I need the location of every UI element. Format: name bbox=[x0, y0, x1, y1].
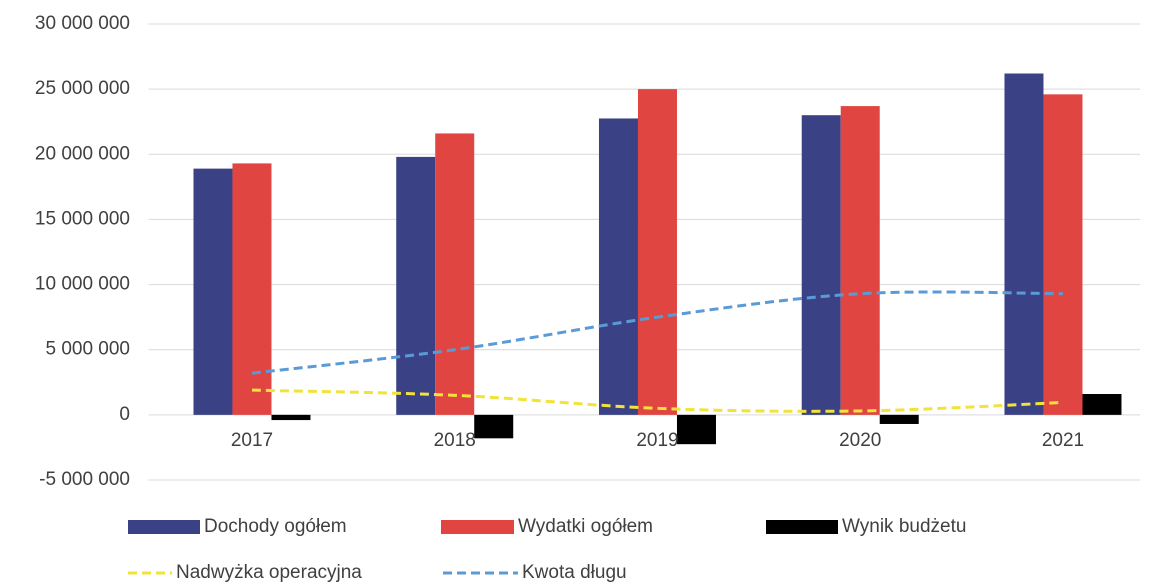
y-tick-label: 10 000 000 bbox=[35, 274, 130, 295]
bar bbox=[271, 414, 311, 421]
legend-swatch bbox=[766, 520, 838, 534]
x-tick-label: 2019 bbox=[636, 430, 678, 451]
line bbox=[251, 388, 1064, 413]
y-tick-label: -5 000 000 bbox=[39, 469, 130, 490]
bar bbox=[840, 106, 880, 415]
bar bbox=[598, 118, 638, 415]
bar bbox=[396, 156, 436, 415]
y-tick-label: 30 000 000 bbox=[35, 13, 130, 34]
bar bbox=[1082, 394, 1122, 415]
y-tick-label: 20 000 000 bbox=[35, 143, 130, 164]
y-tick-label: 0 bbox=[119, 404, 130, 425]
y-tick-label: 25 000 000 bbox=[35, 78, 130, 99]
legend-swatch bbox=[441, 520, 514, 534]
line bbox=[251, 290, 1063, 375]
bar bbox=[1004, 73, 1044, 415]
bar bbox=[879, 414, 919, 424]
y-tick-label: 15 000 000 bbox=[35, 208, 130, 229]
bar bbox=[637, 89, 677, 415]
y-tick-label: 5 000 000 bbox=[45, 339, 130, 360]
legend-label: Dochody ogółem bbox=[204, 516, 347, 537]
x-tick-label: 2020 bbox=[839, 430, 881, 451]
bar bbox=[232, 163, 272, 415]
bar bbox=[676, 414, 716, 445]
bar bbox=[435, 133, 475, 415]
x-tick-label: 2021 bbox=[1042, 430, 1084, 451]
bar bbox=[1043, 94, 1083, 415]
bar bbox=[474, 414, 514, 439]
legend-swatch bbox=[128, 520, 200, 534]
bar bbox=[193, 168, 233, 415]
x-tick-label: 2018 bbox=[434, 430, 476, 451]
legend-label: Kwota długu bbox=[522, 562, 627, 583]
legend-label: Wynik budżetu bbox=[842, 516, 966, 537]
bar bbox=[801, 115, 841, 415]
legend-label: Wydatki ogółem bbox=[518, 516, 653, 537]
legend-label: Nadwyżka operacyjna bbox=[176, 562, 362, 583]
x-tick-label: 2017 bbox=[231, 430, 273, 451]
